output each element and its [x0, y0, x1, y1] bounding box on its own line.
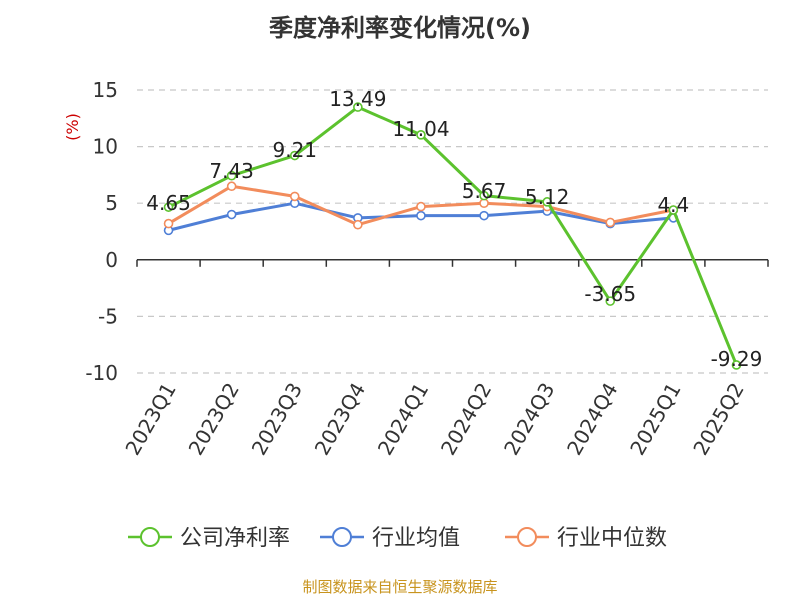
data-point — [353, 219, 363, 230]
legend[interactable]: 公司净利率 行业均值 行业中位数 — [128, 526, 667, 551]
x-tick-label: 2025Q2 — [688, 379, 748, 460]
y-tick-label: -5 — [98, 304, 118, 328]
data-label: 5.67 — [462, 179, 507, 203]
data-label: 4.4 — [657, 193, 689, 217]
data-label: 9.21 — [272, 138, 317, 162]
data-point — [226, 181, 237, 192]
legend-marker — [517, 527, 537, 547]
x-tick-label: 2024Q2 — [436, 379, 496, 460]
data-label: 13.49 — [329, 87, 386, 111]
legend-item[interactable]: 行业中位数 — [505, 526, 667, 551]
data-point — [479, 190, 489, 201]
x-tick-label: 2023Q3 — [247, 379, 307, 460]
data-point — [605, 217, 616, 228]
x-tick-label: 2024Q4 — [562, 379, 622, 460]
chart-title: 季度净利率变化情况(%) — [269, 14, 531, 42]
y-tick-label: -10 — [85, 361, 118, 385]
source-note: 制图数据来自恒生聚源数据库 — [302, 578, 497, 596]
y-tick-label: 15 — [93, 78, 118, 102]
data-point — [416, 201, 426, 212]
data-label: 5.12 — [525, 185, 570, 209]
data-label: 4.65 — [146, 191, 191, 215]
y-axis-unit: (%) — [63, 113, 82, 141]
data-point — [353, 102, 363, 112]
data-point — [668, 205, 679, 215]
x-tick-label: 2023Q2 — [184, 379, 244, 460]
legend-label: 公司净利率 — [180, 526, 290, 551]
grid — [137, 89, 768, 374]
legend-marker — [332, 527, 352, 547]
x-tick-label: 2023Q4 — [310, 379, 370, 460]
y-tick-label: 0 — [105, 248, 118, 272]
legend-marker — [140, 527, 160, 547]
legend-item[interactable]: 公司净利率 — [128, 526, 290, 551]
data-point — [542, 197, 552, 207]
x-axis: 2023Q1 2023Q2 2023Q3 2023Q4 2024Q1 2024Q2 2024… — [120, 259, 769, 460]
legend-label: 行业均值 — [372, 526, 460, 551]
data-point — [163, 218, 174, 229]
data-point — [226, 209, 237, 220]
data-point — [163, 202, 174, 212]
data-point — [605, 296, 616, 306]
y-tick-label: 5 — [105, 191, 118, 215]
data-label: -9.29 — [711, 347, 763, 371]
data-point — [416, 130, 426, 140]
x-tick-label: 2024Q1 — [373, 379, 433, 460]
x-tick-label: 2023Q1 — [120, 379, 180, 460]
series-group — [163, 102, 742, 370]
data-label: -3.65 — [584, 282, 636, 306]
legend-item[interactable]: 行业均值 — [320, 526, 460, 551]
data-label: 7.43 — [209, 159, 254, 183]
data-point — [479, 210, 489, 221]
x-tick-label: 2025Q1 — [625, 379, 685, 460]
data-point — [226, 170, 237, 181]
series-line — [167, 105, 738, 366]
legend-label: 行业中位数 — [557, 526, 667, 551]
data-point — [416, 210, 426, 221]
data-point — [289, 191, 300, 202]
x-tick-label: 2024Q3 — [499, 379, 559, 460]
data-point — [731, 360, 742, 370]
y-axis-ticks: 15 10 5 0 -5 -10 — [85, 78, 118, 385]
data-label: 11.04 — [392, 117, 449, 141]
data-point — [289, 150, 300, 161]
y-tick-label: 10 — [93, 135, 118, 159]
